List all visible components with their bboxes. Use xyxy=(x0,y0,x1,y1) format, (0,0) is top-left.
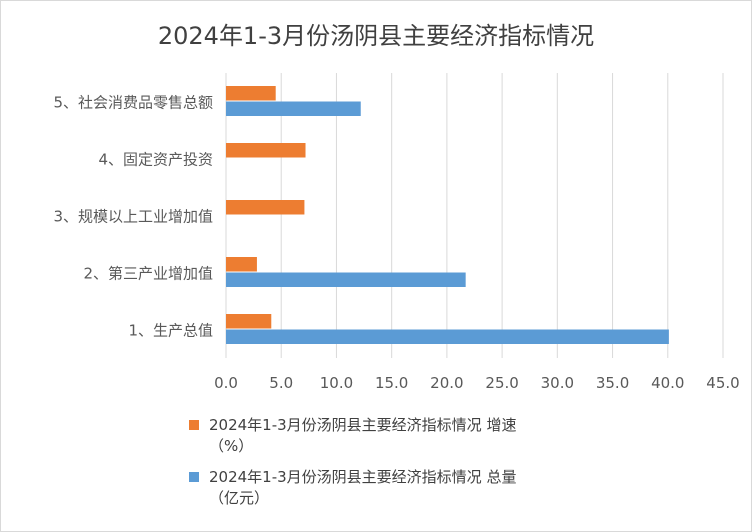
category-label: 4、固定资产投资 xyxy=(98,151,213,169)
x-tick-label: 35.0 xyxy=(596,374,629,392)
x-tick-label: 10.0 xyxy=(320,374,353,392)
legend-label: 2024年1-3月份汤阴县主要经济指标情况 总量 xyxy=(209,468,517,486)
bar-total-amount xyxy=(226,101,361,116)
legend-item: 2024年1-3月份汤阴县主要经济指标情况 总量 （亿元） xyxy=(189,467,609,509)
x-tick-label: 5.0 xyxy=(269,374,293,392)
x-tick-label: 20.0 xyxy=(430,374,463,392)
category-label: 5、社会消费品零售总额 xyxy=(53,94,213,112)
bar-growth-rate xyxy=(226,257,257,272)
bar-growth-rate xyxy=(226,200,305,215)
x-tick-label: 40.0 xyxy=(651,374,684,392)
chart-title: 2024年1-3月份汤阴县主要经济指标情况 xyxy=(157,22,595,50)
x-tick-label: 15.0 xyxy=(375,374,408,392)
legend-label: 2024年1-3月份汤阴县主要经济指标情况 增速 xyxy=(209,416,517,434)
bar-chart: 0.0 5.0 10.0 15.0 20.0 25.0 30.0 35.0 40.0 45.0 1、… xyxy=(53,73,740,392)
x-tick-label: 0.0 xyxy=(214,374,238,392)
bar-growth-rate xyxy=(226,143,306,158)
category-label: 1、生产总值 xyxy=(128,322,213,340)
category-label: 3、规模以上工业增加值 xyxy=(53,208,213,226)
legend-item: 2024年1-3月份汤阴县主要经济指标情况 增速 （%） xyxy=(189,415,609,457)
x-tick-label: 45.0 xyxy=(706,374,739,392)
legend-swatch xyxy=(189,420,199,430)
legend: 2024年1-3月份汤阴县主要经济指标情况 增速 （%） 2024年1-3月份汤阴县… xyxy=(189,415,609,519)
bar-growth-rate xyxy=(226,86,276,101)
legend-label: （%） xyxy=(209,437,254,455)
legend-swatch xyxy=(189,472,199,482)
x-tick-label: 30.0 xyxy=(541,374,574,392)
bar-total-amount xyxy=(226,329,669,344)
x-tick-label: 25.0 xyxy=(485,374,518,392)
bar-growth-rate xyxy=(226,314,272,329)
bar-total-amount xyxy=(226,272,466,287)
legend-label: （亿元） xyxy=(209,489,270,507)
category-label: 2、第三产业增加值 xyxy=(83,265,213,283)
